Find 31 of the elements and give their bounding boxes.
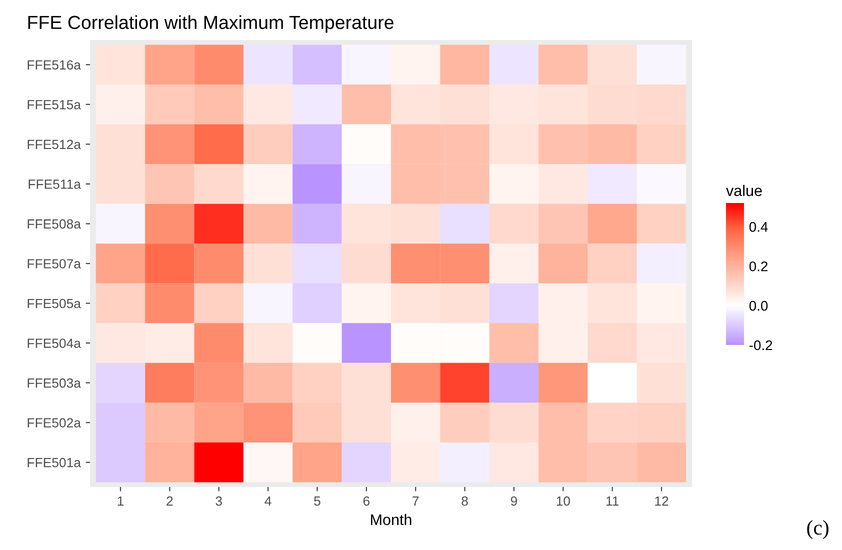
x-tick-label: 2: [166, 496, 173, 506]
y-tick-label: FFE515a: [28, 100, 81, 110]
x-tick-label: 10: [556, 496, 570, 506]
y-tick-label: FFE508a: [28, 219, 81, 229]
y-tick-label: FFE504a: [28, 338, 81, 348]
x-tick-label: 4: [264, 496, 272, 506]
color-bar-label: 0.2: [749, 261, 768, 272]
x-tick-label: 5: [314, 496, 320, 506]
y-tick-label: FFE512a: [28, 140, 81, 150]
x-tick-label: 11: [606, 496, 619, 506]
y-tick-label: FFE501a: [28, 458, 81, 468]
y-tick-label: FFE502a: [28, 418, 81, 428]
y-tick-label: FFE507a: [28, 259, 81, 268]
y-tick-label: FFE503a: [28, 378, 81, 388]
color-bar-label: 0.0: [749, 300, 768, 311]
x-axis-title: Month: [371, 514, 412, 526]
x-tick-label: 1: [118, 496, 124, 506]
x-tick-label: 9: [510, 496, 517, 506]
color-bar-title: value: [726, 184, 762, 196]
y-tick-label: FFE505a: [28, 298, 81, 308]
text: (c): [807, 520, 828, 539]
color-bar-label: 0.4: [749, 222, 768, 232]
x-tick-label: 12: [655, 496, 668, 506]
x-tick-label: 7: [412, 496, 419, 506]
color-bar-label: -0.2: [749, 340, 772, 350]
y-tick-label: FFE516a: [28, 60, 81, 70]
x-tick-label: 3: [216, 496, 222, 506]
x-tick-label: 8: [462, 496, 468, 506]
x-tick-label: 6: [363, 496, 370, 506]
chart-title: FFE Correlation with Maximum Temperature: [28, 15, 394, 33]
y-tick-label: FFE511a: [28, 180, 81, 189]
